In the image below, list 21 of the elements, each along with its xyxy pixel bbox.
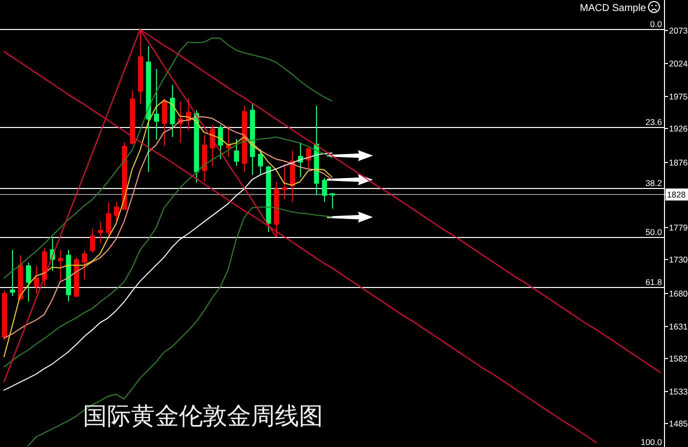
- ref-line-label: 61.8: [645, 277, 662, 287]
- y-tick-label: 1926: [669, 124, 688, 134]
- ref-line-label: 23.6: [645, 117, 662, 127]
- y-tick-label: 1631: [669, 322, 688, 332]
- y-tick-label: 1533: [669, 386, 688, 397]
- y-tick-label: 1582: [669, 354, 688, 364]
- y-tick-label: 1975: [669, 92, 688, 102]
- y-tick-label: 1680: [669, 288, 688, 299]
- ref-line-label: 38.2: [645, 178, 662, 188]
- annotation: MACD Sample: [580, 3, 646, 14]
- ref-line-label: 0.0: [650, 19, 662, 29]
- text: 国际黄金伦敦金周线图: [83, 402, 323, 430]
- y-tick-label: 1876: [669, 158, 688, 168]
- y-tick-label: 1730: [669, 254, 688, 265]
- y-tick-label: 2073: [669, 26, 688, 36]
- y-tick-label: 1779: [669, 222, 688, 233]
- y-tick-label: 2024: [669, 58, 688, 69]
- y-tick-label: 1485: [669, 418, 688, 429]
- annotation: 100.0: [640, 437, 662, 447]
- ref-line-label: 50.0: [645, 227, 662, 237]
- price-tag: 1828: [666, 188, 688, 200]
